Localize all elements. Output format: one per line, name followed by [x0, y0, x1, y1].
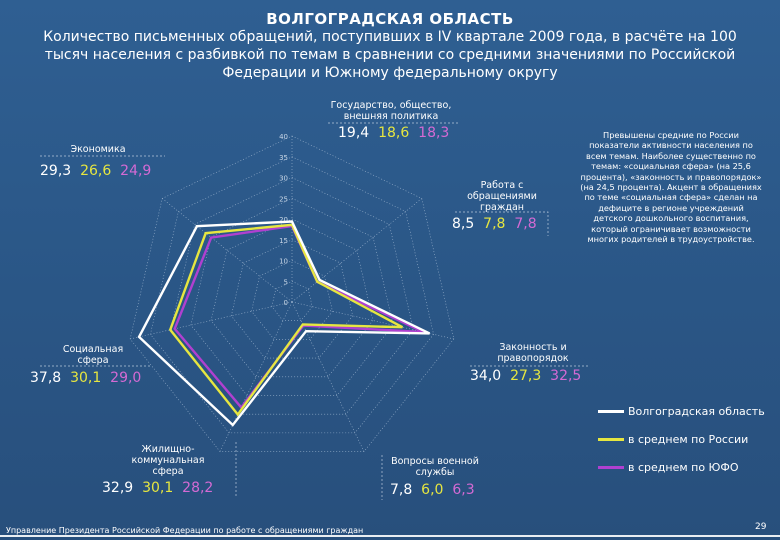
radar-tick-labels: 0 5 10 15 20 25 30 35 40	[279, 133, 288, 307]
value-appeals-russia: 7,8	[483, 216, 506, 232]
leader-line-1	[455, 211, 549, 236]
category-label-law: Законность и правопорядок	[497, 342, 569, 364]
radar-grid	[129, 135, 455, 452]
grid-ring-20	[210, 218, 374, 378]
grid-spoke-1	[291, 198, 422, 303]
category-label-housing: Жилищно-коммунальная сфера	[131, 444, 205, 477]
value-housing-russia: 30,1	[142, 480, 174, 496]
category-label-military: Вопросы военной службы	[391, 456, 479, 478]
tick-label-10: 10	[279, 258, 288, 266]
category-label-economy: Экономика	[70, 144, 126, 155]
grid-ring-30	[170, 177, 414, 415]
value-economy-russia: 26,6	[80, 163, 112, 179]
tick-label-5: 5	[284, 278, 288, 286]
page-number: 29	[755, 522, 767, 532]
value-military-russia: 6,0	[421, 482, 444, 498]
legend-item-region: Волгоградская область	[598, 405, 768, 423]
legend-item-ufo: в среднем по ЮФО	[598, 461, 768, 479]
grid-ring-35	[150, 156, 434, 434]
tick-label-30: 30	[279, 175, 288, 183]
values-economy: 29,3 26,6 24,9	[40, 163, 151, 179]
legend-swatch-region	[598, 410, 624, 413]
value-military-region: 7,8	[390, 482, 413, 498]
radar-series	[137, 220, 431, 427]
commentary-note: Превышены средние по России показатели а…	[580, 130, 762, 245]
value-housing-ufo: 28,2	[182, 480, 214, 496]
value-politics-region: 19,4	[338, 125, 370, 141]
grid-spoke-6	[162, 198, 293, 303]
tick-label-25: 25	[279, 195, 288, 203]
category-leader-lines	[40, 122, 588, 500]
grid-ring-25	[190, 197, 394, 396]
grid-spoke-5	[130, 301, 293, 340]
value-law-russia: 27,3	[510, 368, 542, 384]
value-economy-ufo: 24,9	[120, 163, 152, 179]
page-subtitle: Количество письменных обращений, поступи…	[43, 29, 737, 81]
tick-label-20: 20	[279, 216, 288, 224]
value-social-ufo: 29,0	[110, 370, 142, 386]
category-label-politics: Государство, общество, внешняя политика	[330, 100, 452, 122]
values-appeals: 8,5 7,8 7,8	[452, 216, 537, 232]
value-appeals-ufo: 7,8	[514, 216, 537, 232]
bottom-rule	[0, 535, 780, 537]
page-title: ВОЛГОГРАДСКАЯ ОБЛАСТЬ	[266, 10, 514, 28]
values-housing: 32,9 30,1 28,2	[102, 480, 213, 496]
series-line-1	[168, 223, 404, 417]
value-housing-region: 32,9	[102, 480, 134, 496]
tick-label-40: 40	[279, 133, 288, 141]
grid-spoke-4	[219, 301, 293, 452]
footer-text: Управление Президента Российской Федерац…	[6, 526, 364, 535]
values-military: 7,8 6,0 6,3	[390, 482, 475, 498]
grid-ring-5	[271, 280, 313, 321]
tick-label-0: 0	[284, 299, 288, 307]
value-politics-russia: 18,6	[378, 125, 410, 141]
values-politics: 19,4 18,6 18,3	[338, 125, 449, 141]
value-military-ufo: 6,3	[452, 482, 475, 498]
values-social: 37,8 30,1 29,0	[30, 370, 141, 386]
grid-ring-15	[230, 239, 354, 359]
tick-label-15: 15	[279, 237, 288, 245]
value-law-ufo: 32,5	[550, 368, 582, 384]
legend-swatch-ufo	[598, 466, 624, 469]
legend-label-russia: в среднем по России	[628, 433, 749, 446]
legend-item-russia: в среднем по России	[598, 433, 768, 451]
grid-spoke-3	[291, 301, 365, 452]
legend-swatch-russia	[598, 438, 624, 441]
series-line-0	[137, 220, 431, 427]
value-social-russia: 30,1	[70, 370, 102, 386]
value-appeals-region: 8,5	[452, 216, 475, 232]
values-law: 34,0 27,3 32,5	[470, 368, 581, 384]
category-label-appeals: Работа с обращениями граждан	[467, 180, 537, 213]
legend-label-region: Волгоградская область	[628, 405, 765, 418]
value-law-region: 34,0	[470, 368, 502, 384]
tick-label-35: 35	[279, 154, 288, 162]
legend-label-ufo: в среднем по ЮФО	[628, 461, 739, 474]
value-politics-ufo: 18,3	[418, 125, 450, 141]
value-economy-region: 29,3	[40, 163, 72, 179]
grid-ring-40	[129, 135, 455, 452]
value-social-region: 37,8	[30, 370, 62, 386]
category-label-social: Социальная сфера	[62, 344, 124, 366]
